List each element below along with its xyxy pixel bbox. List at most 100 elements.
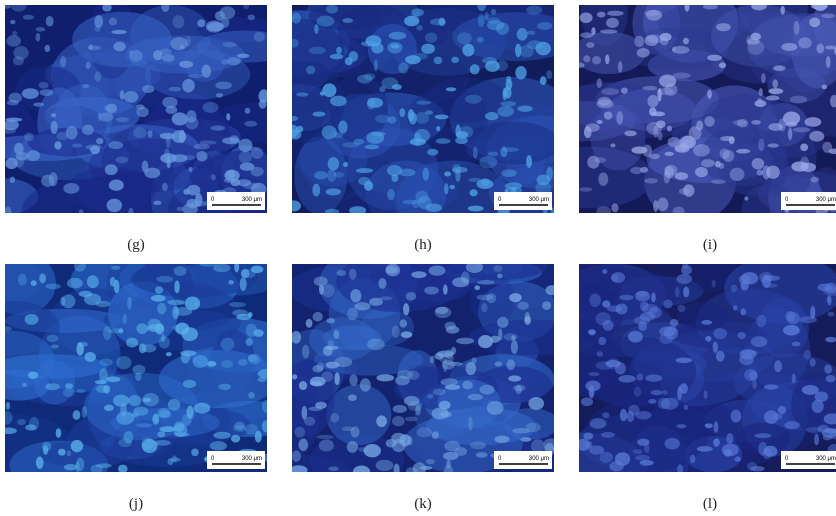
grain — [203, 102, 219, 113]
scale-text: 300 μm — [529, 197, 549, 203]
grain — [752, 158, 765, 170]
panel-label: (k) — [292, 496, 554, 513]
grain — [600, 29, 618, 33]
grain — [371, 131, 385, 136]
grain — [391, 174, 398, 182]
grain — [785, 122, 797, 127]
grain — [606, 18, 619, 28]
grain — [616, 111, 623, 125]
grain — [444, 171, 451, 176]
grain — [299, 381, 307, 390]
grain — [109, 18, 117, 26]
grain — [637, 48, 650, 58]
micrograph: 0300 μm — [292, 264, 554, 472]
grain — [215, 82, 232, 90]
grain — [31, 280, 37, 286]
grain — [618, 61, 623, 72]
grain — [726, 433, 733, 444]
grain — [597, 78, 603, 88]
grain — [621, 87, 628, 93]
grain — [336, 47, 342, 54]
grain — [657, 197, 668, 211]
grain — [436, 126, 440, 131]
grain — [802, 385, 819, 395]
grain — [602, 269, 607, 274]
grain — [667, 126, 672, 132]
grain — [485, 61, 500, 72]
grain — [416, 25, 422, 31]
grain — [166, 106, 178, 114]
grain — [325, 346, 339, 350]
grain — [336, 270, 345, 276]
grain — [756, 315, 766, 327]
grain — [425, 33, 437, 43]
grain — [773, 413, 783, 419]
grain — [378, 278, 386, 289]
grain — [196, 151, 207, 161]
grain — [42, 442, 52, 451]
grain — [750, 33, 761, 41]
grain — [100, 359, 113, 366]
grain — [128, 395, 141, 406]
grain — [296, 93, 308, 97]
grain — [398, 62, 408, 73]
grain — [478, 14, 485, 27]
grain — [494, 362, 502, 367]
grain — [822, 85, 827, 90]
grain — [166, 135, 170, 148]
scale-bar: 0300 μm — [494, 451, 552, 469]
grain — [620, 409, 627, 422]
grain — [737, 332, 746, 339]
grain — [65, 383, 73, 389]
grain — [239, 151, 252, 163]
grain — [750, 466, 765, 471]
grain — [607, 358, 620, 369]
grain — [800, 144, 808, 152]
grain — [231, 435, 240, 443]
grain — [155, 286, 163, 294]
grain — [774, 360, 782, 372]
grain — [683, 38, 689, 45]
grain — [683, 287, 689, 298]
grain — [644, 10, 660, 16]
grain — [515, 385, 522, 394]
grain — [162, 54, 175, 62]
grain — [416, 101, 431, 105]
grain — [758, 138, 765, 151]
grain — [546, 70, 552, 79]
grain — [487, 20, 504, 30]
grain — [120, 90, 125, 100]
grain — [175, 322, 189, 334]
grain — [111, 266, 121, 270]
grain — [598, 173, 608, 186]
grain — [427, 394, 433, 398]
grain — [82, 406, 87, 418]
grain — [517, 105, 532, 111]
grain — [493, 265, 502, 272]
grain — [684, 405, 688, 410]
grain — [257, 377, 266, 382]
grain — [731, 410, 742, 423]
grain — [228, 280, 234, 284]
grain — [746, 36, 751, 45]
grain — [367, 339, 385, 351]
grain — [298, 439, 308, 452]
grain — [520, 437, 531, 441]
grain — [659, 326, 676, 336]
grain — [631, 146, 647, 153]
grain — [322, 83, 336, 97]
grain — [713, 328, 727, 339]
grain — [500, 101, 516, 107]
grain — [218, 384, 231, 390]
grain — [108, 141, 123, 149]
grain — [430, 356, 435, 364]
grain — [627, 411, 635, 422]
grain — [418, 196, 432, 209]
grain — [485, 12, 489, 19]
grain — [95, 380, 107, 384]
grain — [45, 383, 60, 390]
grain — [248, 392, 255, 399]
grain — [449, 185, 455, 189]
grain — [662, 390, 668, 395]
grain — [755, 433, 772, 438]
